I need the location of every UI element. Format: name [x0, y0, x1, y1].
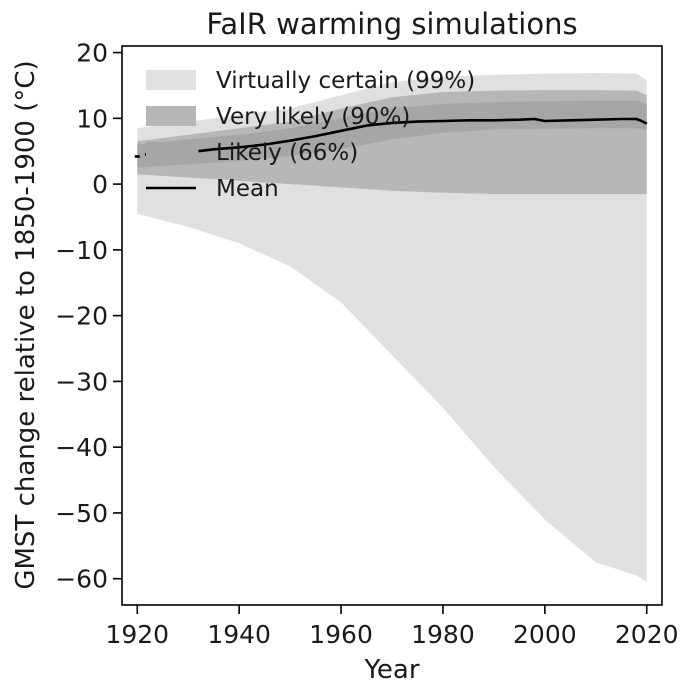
x-tick-label: 1920 [105, 620, 169, 649]
x-tick-label: 2020 [615, 620, 679, 649]
legend-label: Likely (66%) [216, 140, 358, 166]
y-axis: 20 10 0 −10 −20 −30 −40 −50 −60 [55, 39, 122, 594]
y-tick-label: −40 [55, 433, 108, 462]
legend-label: Very likely (90%) [216, 104, 410, 130]
band-2 [137, 100, 647, 168]
chart-title: FaIR warming simulations [206, 7, 577, 41]
y-tick-label: −60 [55, 565, 108, 594]
legend-swatch [146, 70, 196, 90]
confidence-bands [137, 73, 647, 582]
x-tick-label: 1940 [207, 620, 271, 649]
y-tick-label: −50 [55, 499, 108, 528]
legend-label: Virtually certain (99%) [216, 68, 475, 94]
y-tick-label: −20 [55, 302, 108, 331]
x-tick-label: 1980 [411, 620, 475, 649]
plot-frame [121, 45, 663, 606]
y-tick-label: −10 [55, 236, 108, 265]
y-tick-label: 20 [76, 39, 108, 68]
legend-label: Mean [216, 176, 279, 202]
y-tick-label: 0 [92, 170, 108, 199]
legend-swatch [146, 106, 196, 126]
legend: Virtually certain (99%) Very likely (90%)… [146, 68, 475, 202]
band-0 [137, 73, 647, 582]
legend-swatch [146, 142, 196, 162]
x-axis: 1920 1940 1960 1980 2000 2020 [105, 605, 679, 649]
x-axis-label: Year [363, 655, 419, 685]
y-tick-label: −30 [55, 367, 108, 396]
y-tick-label: 10 [76, 104, 108, 133]
x-tick-label: 2000 [513, 620, 577, 649]
y-axis-label: GMST change relative to 1850-1900 (°C) [11, 60, 41, 589]
mean-segment-2 [198, 117, 648, 153]
x-tick-label: 1960 [309, 620, 373, 649]
